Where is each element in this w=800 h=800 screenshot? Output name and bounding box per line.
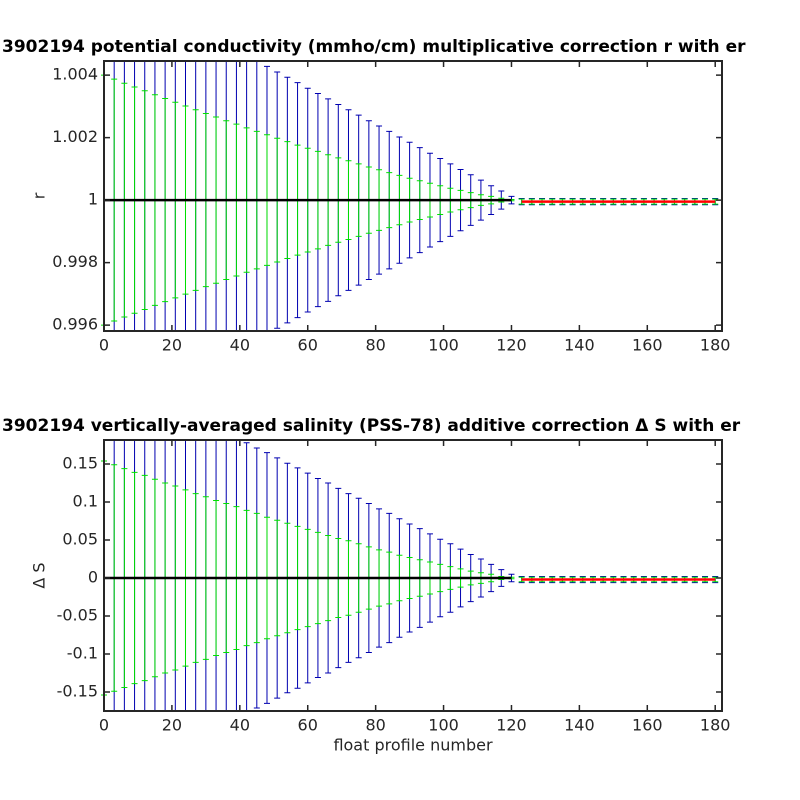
x-tick-label: 100: [428, 716, 459, 735]
x-tick-label: 60: [298, 716, 318, 735]
y-tick-label: -0.05: [57, 606, 98, 625]
x-tick-label: 180: [700, 716, 731, 735]
y-tick-label: 1.002: [52, 127, 98, 146]
plot-area: [101, 440, 719, 711]
y-tick-label: -0.15: [57, 682, 98, 701]
x-tick-label: 80: [365, 716, 385, 735]
y-tick-label: 1.004: [52, 65, 98, 84]
x-tick-label: 20: [162, 336, 182, 355]
y-tick-label: 0.15: [62, 454, 98, 473]
x-tick-label: 0: [99, 336, 109, 355]
x-tick-label: 80: [365, 336, 385, 355]
x-tick-label: 20: [162, 716, 182, 735]
chart-title: 3902194 potential conductivity (mmho/cm)…: [2, 37, 746, 57]
x-tick-label: 40: [230, 716, 250, 735]
error-bar: [518, 198, 525, 205]
x-tick-label: 140: [564, 336, 595, 355]
y-axis-label: Δ S: [30, 562, 49, 588]
x-tick-label: 120: [496, 336, 527, 355]
x-tick-label: 100: [428, 336, 459, 355]
x-tick-label: 0: [99, 716, 109, 735]
x-tick-label: 140: [564, 716, 595, 735]
y-tick-label: 0: [88, 568, 98, 587]
error-bar: [518, 576, 525, 583]
x-axis-label: float profile number: [333, 736, 493, 755]
y-axis-label: r: [30, 192, 49, 199]
plot-area: [101, 61, 719, 331]
error-bar: [712, 198, 719, 205]
x-tick-label: 180: [700, 336, 731, 355]
x-tick-label: 160: [632, 336, 663, 355]
x-tick-label: 60: [298, 336, 318, 355]
y-tick-label: 0.998: [52, 252, 98, 271]
axes-box: [103, 60, 723, 332]
chart-title: 3902194 vertically-averaged salinity (PS…: [2, 416, 741, 436]
y-tick-label: 0.1: [73, 492, 98, 511]
y-tick-label: 0.996: [52, 315, 98, 334]
x-tick-label: 40: [230, 336, 250, 355]
axes-box: [103, 439, 723, 712]
y-tick-label: -0.1: [67, 644, 98, 663]
y-tick-label: 0.05: [62, 530, 98, 549]
y-tick-label: 1: [88, 190, 98, 209]
x-tick-label: 160: [632, 716, 663, 735]
x-tick-label: 120: [496, 716, 527, 735]
error-bar: [712, 576, 719, 583]
